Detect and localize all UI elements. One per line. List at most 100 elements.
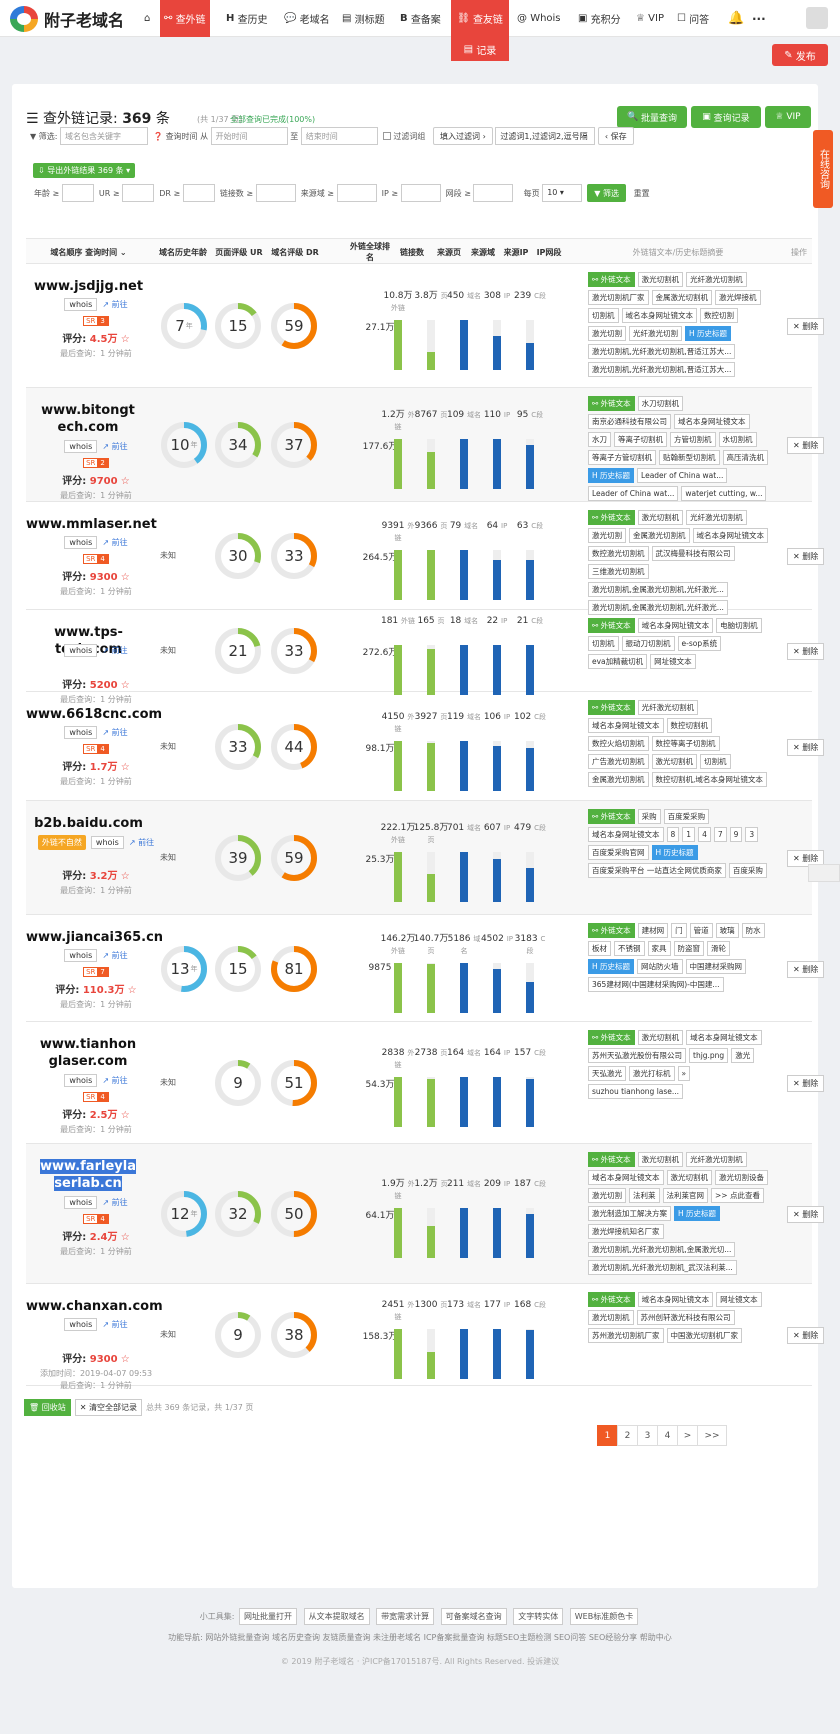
anchor-tag[interactable]: 激光切割机,金属激光切割机,光纤激光...	[588, 600, 728, 615]
anchor-tag[interactable]: 数控切割机	[666, 718, 712, 733]
delete-button[interactable]: ✕ 删除	[787, 738, 825, 756]
anchor-tag[interactable]: 光纤激光切割	[629, 326, 682, 341]
tool-link[interactable]: 可备案域名查询	[440, 1608, 507, 1625]
anchor-tag[interactable]: 光纤激光切割机	[686, 1152, 747, 1167]
anchor-tag[interactable]: 中国激光切割机厂家	[666, 1328, 742, 1343]
filter-words-input[interactable]: 过滤词1,过滤词2,逗号隔	[495, 127, 596, 145]
anchor-tag[interactable]: 防水	[741, 923, 765, 938]
anchor-tag[interactable]: 1	[682, 827, 696, 842]
anchor-tag[interactable]: eva加精裁切机	[588, 654, 648, 669]
goto-link[interactable]: ↗ 前往	[102, 1076, 128, 1085]
anchor-text-label[interactable]: ⚯ 外链文本	[588, 809, 635, 824]
col-domain[interactable]: 域名顺序 查询时间 ⌄	[50, 247, 127, 257]
anchor-tag[interactable]: 板材	[588, 941, 611, 956]
scroll-top-button[interactable]	[808, 864, 840, 882]
delete-button[interactable]: ✕ 删除	[787, 318, 825, 335]
goto-link[interactable]: ↗ 前往	[102, 1320, 128, 1329]
anchor-tag[interactable]: 激光切割机	[588, 1310, 634, 1325]
anchor-tag[interactable]: 百度爱采购平台 一站直达全网优质商家	[588, 863, 726, 878]
goto-link[interactable]: ↗ 前往	[102, 300, 128, 309]
recycle-bin-button[interactable]: 🗑 回收站	[24, 1399, 71, 1416]
anchor-tag[interactable]: 切割机	[700, 754, 731, 769]
page-next[interactable]: >	[677, 1425, 698, 1446]
delete-button[interactable]: ✕ 删除	[787, 850, 825, 867]
nav-title-test[interactable]: ▤ 测标题	[342, 13, 385, 26]
nav-beian[interactable]: B 查备案	[400, 13, 441, 26]
nav-old-domain[interactable]: 💬 老域名	[284, 13, 330, 26]
anchor-tag[interactable]: 等离子方管切割机	[588, 450, 656, 465]
nav-friend-link[interactable]: ⛓ 查友链	[451, 0, 509, 37]
whois-button[interactable]: whois	[64, 1196, 98, 1209]
anchor-text-label[interactable]: ⚯ 外链文本	[588, 700, 635, 715]
anchor-tag[interactable]: 365建材网(中国建材采购网)-中国建...	[588, 977, 724, 992]
anchor-tag[interactable]: 数控火焰切割机	[588, 736, 649, 751]
anchor-tag[interactable]: 网站防火墙	[637, 959, 683, 974]
anchor-tag[interactable]: 光纤激光切割机	[686, 272, 747, 287]
anchor-tag[interactable]: 激光切割机	[637, 1030, 684, 1045]
tool-link[interactable]: WEB标准颜色卡	[569, 1608, 639, 1625]
logo[interactable]: 附子老域名	[10, 6, 124, 32]
save-button[interactable]: ‹ 保存	[597, 127, 634, 145]
page-4[interactable]: 4	[657, 1425, 678, 1446]
anchor-tag[interactable]: 网址镜文本	[716, 1292, 762, 1307]
goto-link[interactable]: ↗ 前往	[102, 1198, 128, 1207]
whois-button[interactable]: whois	[64, 726, 98, 739]
sources-input[interactable]	[336, 184, 377, 202]
anchor-tag[interactable]: 9	[729, 827, 743, 842]
anchor-tag[interactable]: 激光	[731, 1048, 755, 1063]
anchor-tag[interactable]: 家具	[647, 941, 671, 956]
more-icon[interactable]: ···	[752, 11, 766, 26]
anchor-tag[interactable]: 激光切割	[588, 326, 626, 341]
anchor-tag[interactable]: 激光切割	[588, 1188, 626, 1203]
anchor-tag[interactable]: 苏州创轩激光科技有限公司	[636, 1310, 735, 1325]
anchor-tag[interactable]: 域名本身网址镜文本	[621, 308, 697, 323]
anchor-tag[interactable]: 玻璃	[715, 923, 739, 938]
anchor-tag[interactable]: 激光打标机	[629, 1066, 675, 1081]
whois-button[interactable]: whois	[64, 440, 98, 453]
anchor-tag[interactable]: 域名本身网址镜文本	[686, 1030, 762, 1045]
dr-input[interactable]	[182, 184, 215, 202]
tool-link[interactable]: 网址批量打开	[239, 1608, 298, 1625]
anchor-tag[interactable]: Leader of China wat...	[588, 486, 679, 501]
anchor-tag[interactable]: 光纤激光切割机	[686, 510, 747, 525]
anchor-tag[interactable]: 中国建材采购网	[685, 959, 747, 974]
anchor-tag[interactable]: 激光焊接机知名厂家	[588, 1224, 664, 1239]
page-last[interactable]: >>	[697, 1425, 727, 1446]
anchor-tag[interactable]: 高压清洗机	[722, 450, 768, 465]
anchor-text-label[interactable]: ⚯ 外链文本	[588, 1152, 635, 1167]
history-title-label[interactable]: H 历史标题	[588, 468, 635, 483]
history-title-label[interactable]: H 历史标题	[674, 1206, 721, 1221]
anchor-tag[interactable]: 法利莱	[629, 1188, 660, 1203]
home-icon[interactable]: ⌂	[144, 13, 151, 24]
anchor-tag[interactable]: 域名本身网址镜文本	[692, 528, 768, 543]
anchor-tag[interactable]: 水刀切割机	[637, 396, 684, 411]
delete-button[interactable]: ✕ 删除	[787, 1206, 825, 1223]
anchor-text-label[interactable]: ⚯ 外链文本	[588, 1292, 635, 1307]
page-3[interactable]: 3	[637, 1425, 658, 1446]
anchor-tag[interactable]: 武汉梅曼科技有限公司	[651, 546, 735, 561]
delete-button[interactable]: ✕ 删除	[787, 437, 825, 454]
anchor-tag[interactable]: 管道	[689, 923, 713, 938]
anchor-tag[interactable]: 激光切割机,光纤激光切割机,晋适江苏大...	[588, 344, 736, 359]
end-time-input[interactable]: 结束时间	[300, 127, 378, 145]
anchor-tag[interactable]: 金属激光切割机	[588, 772, 649, 787]
anchor-text-label[interactable]: ⚯ 外链文本	[588, 1030, 635, 1045]
cseg-input[interactable]	[473, 184, 514, 202]
anchor-tag[interactable]: 激光制造加工解决方案	[588, 1206, 671, 1221]
domain-name[interactable]: www.farleylaserlab.cn	[38, 1158, 138, 1192]
anchor-tag[interactable]: 激光切割机,光纤激光切割机,晋适江苏大...	[588, 362, 736, 377]
anchor-tag[interactable]: 百度爱采购	[663, 809, 710, 824]
anchor-tag[interactable]: 3	[745, 827, 759, 842]
filter-button[interactable]: ▼ 筛选	[587, 184, 626, 202]
anchor-tag[interactable]: 数控切割	[700, 308, 738, 323]
anchor-tag[interactable]: suzhou tianhong lase...	[588, 1084, 684, 1099]
anchor-tag[interactable]: 防盗窗	[673, 941, 704, 956]
anchor-tag[interactable]: 4	[698, 827, 711, 842]
delete-button[interactable]: ✕ 删除	[787, 643, 825, 660]
publish-button[interactable]: ✎ 发布	[772, 44, 828, 66]
page-2[interactable]: 2	[617, 1425, 638, 1446]
goto-link[interactable]: ↗ 前往	[102, 442, 128, 451]
reset-button[interactable]: 重置	[633, 188, 650, 198]
tool-link[interactable]: 文字转实体	[513, 1608, 564, 1625]
whois-button[interactable]: whois	[64, 949, 98, 962]
